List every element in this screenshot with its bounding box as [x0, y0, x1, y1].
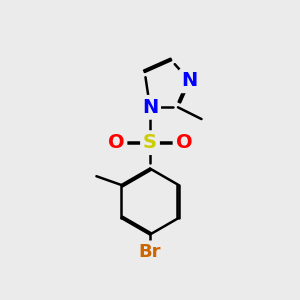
- Text: N: N: [182, 71, 198, 90]
- Text: O: O: [108, 133, 124, 152]
- Text: S: S: [143, 133, 157, 152]
- Text: N: N: [142, 98, 158, 117]
- Text: Br: Br: [139, 243, 161, 261]
- Text: O: O: [176, 133, 192, 152]
